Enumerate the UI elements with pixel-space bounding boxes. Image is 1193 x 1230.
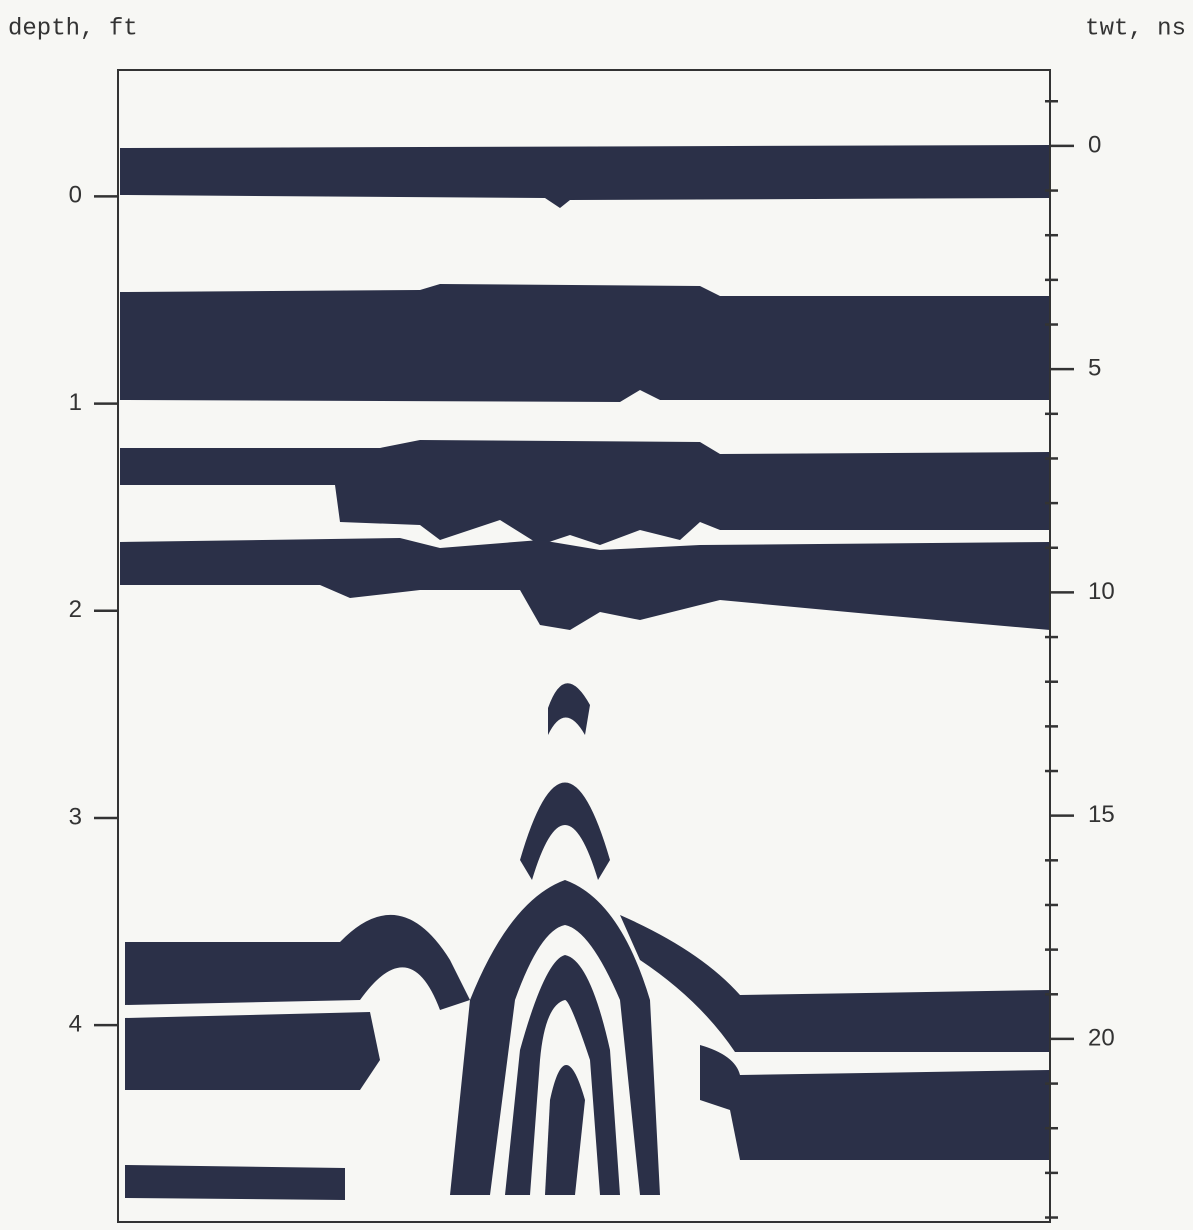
y2-tick-label: 0 <box>1088 131 1101 158</box>
hyperbola <box>450 880 660 1195</box>
y2-tick-label: 5 <box>1088 355 1101 382</box>
hyperbola <box>545 1065 585 1195</box>
y-tick-label: 1 <box>69 389 82 416</box>
reflection-band <box>700 1045 1050 1160</box>
hyperbola <box>520 782 610 880</box>
reflection-band <box>120 145 1050 208</box>
reflection-band <box>120 284 1050 402</box>
plot-frame <box>117 69 1051 1223</box>
y2-tick-label: 10 <box>1088 578 1115 605</box>
reflection-band <box>125 1012 380 1090</box>
y-tick-label: 3 <box>69 803 82 830</box>
reflection-band <box>125 1165 345 1200</box>
y2-tick-label: 15 <box>1088 801 1115 828</box>
hyperbola <box>505 955 620 1195</box>
y-tick-label: 4 <box>69 1011 82 1038</box>
y2-tick-label: 20 <box>1088 1024 1115 1051</box>
reflection-band <box>120 538 1050 630</box>
reflection-band <box>620 915 1050 1052</box>
y-axis-label: depth, ft <box>8 15 138 42</box>
reflection-band <box>120 440 1050 545</box>
hyperbola <box>548 683 590 735</box>
y-tick-label: 0 <box>69 182 82 209</box>
y-tick-label: 2 <box>69 596 82 623</box>
y2-axis-label: twt, ns <box>1085 15 1186 42</box>
reflection-band <box>125 914 470 1010</box>
radar-image <box>120 145 1050 1200</box>
